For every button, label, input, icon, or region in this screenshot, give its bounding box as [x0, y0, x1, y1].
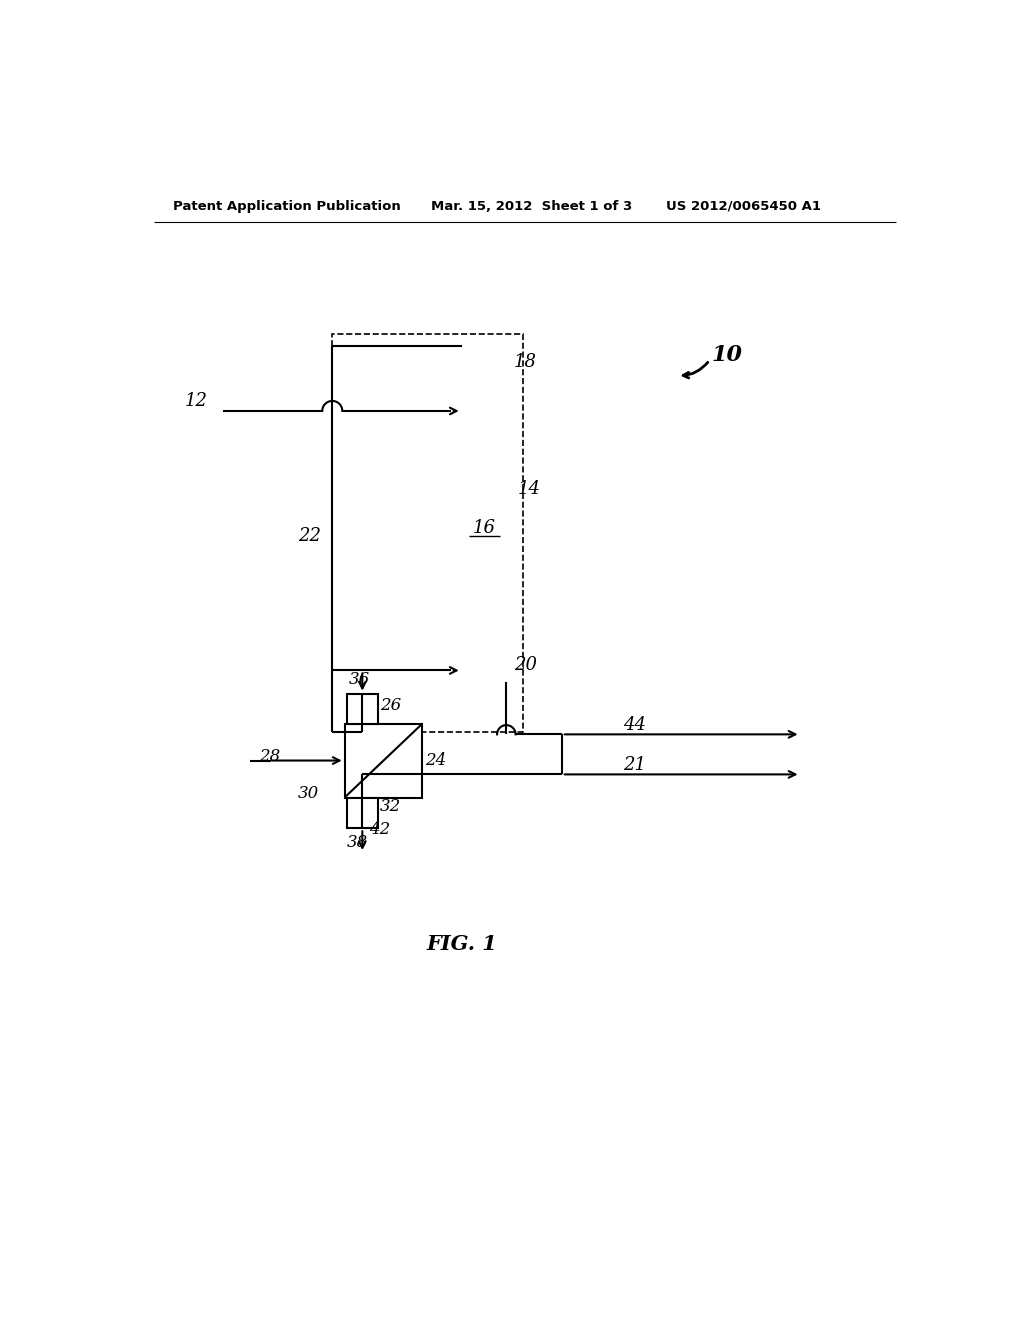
Text: 12: 12 — [184, 392, 208, 411]
Text: 18: 18 — [514, 354, 537, 371]
Text: 10: 10 — [712, 343, 742, 366]
Text: Patent Application Publication: Patent Application Publication — [173, 199, 400, 213]
Bar — [333, 334, 523, 733]
Text: 38: 38 — [347, 834, 369, 850]
Text: 32: 32 — [380, 799, 401, 816]
Text: 20: 20 — [514, 656, 537, 675]
Text: 30: 30 — [298, 785, 319, 803]
Bar — [462, 346, 506, 385]
Text: 22: 22 — [299, 527, 322, 545]
Text: 14: 14 — [518, 480, 541, 499]
Bar — [347, 693, 378, 725]
Bar — [347, 797, 378, 829]
Bar — [345, 725, 422, 797]
Text: 24: 24 — [425, 752, 446, 770]
Text: 16: 16 — [472, 519, 496, 537]
Text: 21: 21 — [624, 756, 646, 774]
Text: 28: 28 — [259, 748, 281, 766]
Text: US 2012/0065450 A1: US 2012/0065450 A1 — [666, 199, 820, 213]
Text: 44: 44 — [624, 717, 646, 734]
Bar — [462, 363, 506, 682]
Text: Mar. 15, 2012  Sheet 1 of 3: Mar. 15, 2012 Sheet 1 of 3 — [431, 199, 632, 213]
Text: FIG. 1: FIG. 1 — [426, 933, 497, 954]
Text: 42: 42 — [369, 821, 390, 838]
Bar — [462, 647, 506, 682]
Text: 36: 36 — [348, 671, 370, 688]
Text: 26: 26 — [380, 697, 401, 714]
